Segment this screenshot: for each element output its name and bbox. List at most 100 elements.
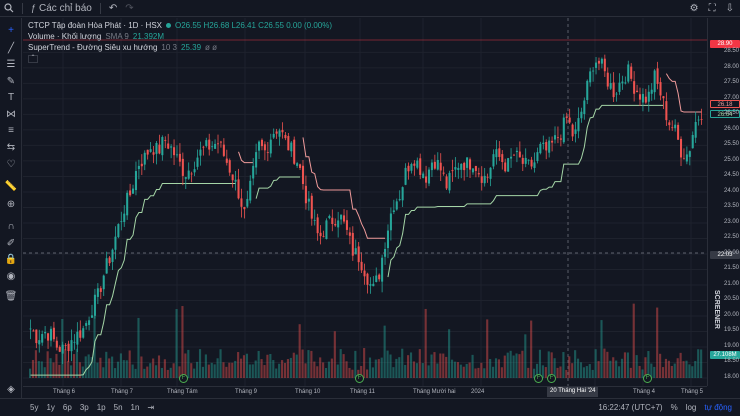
volume-bar [512,355,515,378]
candle-body [422,173,425,178]
time-label: Tháng 9 [235,389,258,395]
volume-bar [222,362,225,378]
time-label: Tháng Mười hai [413,389,456,395]
volume-bar [591,369,594,378]
trash-icon[interactable]: 🗑 [4,290,18,302]
redo-button[interactable]: ↷ [121,0,137,17]
event-marker[interactable]: F [534,374,543,383]
price-label: 28.50 [723,48,739,55]
trend-line-icon[interactable]: ╱ [7,42,15,54]
fib-icon[interactable]: ≡ [8,124,14,136]
candle-body [187,170,190,179]
candle-body [304,185,307,204]
lock-icon[interactable]: 🔒 [4,253,18,265]
candle-body [260,139,263,147]
fullscreen-icon[interactable]: ⛶ [708,3,716,14]
range-3p[interactable]: 3p [79,403,89,412]
event-marker[interactable]: F [179,374,188,383]
horizontal-lines-icon[interactable]: ☰ [6,58,16,70]
volume-bar [242,355,246,378]
candle-body [202,146,205,148]
clock[interactable]: 16:22:47 (UTC+7) [598,403,663,412]
range-1n[interactable]: 1n [130,403,140,412]
volume-bar [125,360,128,378]
range-1y[interactable]: 1y [46,403,55,412]
volume-bar [31,359,35,378]
favorites-heart-icon[interactable]: ♡ [6,158,16,170]
candle-body [55,340,58,348]
supertrend-value: 25.39 [181,43,202,52]
pattern-icon[interactable]: ⋈ [6,108,16,120]
lock-drawing-icon[interactable]: ✐ [6,237,16,249]
supertrend-line [302,137,386,239]
volume-bar [46,351,49,378]
volume-bar [588,364,591,378]
ruler-icon[interactable]: 📏 [4,180,18,192]
brush-icon[interactable]: ✎ [6,75,16,87]
candle-body [466,157,469,168]
volume-bar [579,362,583,378]
volume-bar [492,366,495,378]
event-marker[interactable]: F [547,374,556,383]
supertrend-line [255,176,301,199]
text-icon[interactable]: T [7,91,15,103]
candle-body [140,163,143,167]
volume-bar [582,367,585,378]
volume-bar [688,364,691,378]
candle-body [580,111,583,119]
volume-bar [650,363,653,378]
volume-bar [122,360,125,378]
chart-canvas[interactable] [23,18,707,386]
event-marker[interactable]: F [355,374,364,383]
candle-body [656,68,659,84]
volume-bar [415,363,418,378]
forecast-icon[interactable]: ⇆ [6,141,16,153]
settings-gear-icon[interactable]: ⚙ [689,3,699,14]
candle-body [196,157,199,167]
candle-body [234,179,237,182]
volume-bar [653,366,656,378]
zoom-in-icon[interactable]: ⊕ [6,198,16,210]
crosshair-icon[interactable]: + [8,24,14,36]
volume-bar [459,364,462,378]
range-5y[interactable]: 5y [30,403,39,412]
candle-body [158,144,161,154]
range-1p[interactable]: 1p [96,403,106,412]
indicators-button[interactable]: ƒ Các chỉ báo [27,0,96,17]
symbol-title[interactable]: CTCP Tập đoàn Hòa Phát · 1D · HSX [28,21,162,30]
snapshot-icon[interactable]: ⇩ [725,3,734,14]
candle-body [460,163,463,170]
volume-bar [453,361,457,378]
go-to-date-icon[interactable]: ⇥ [147,403,155,412]
event-marker[interactable]: F [643,374,652,383]
volume-bar [278,363,281,378]
volume-bar [152,358,155,378]
candle-body [152,152,155,155]
log-toggle[interactable]: log [685,403,697,412]
supertrend-name[interactable]: SuperTrend - Đường Siêu xu hướng [28,43,158,52]
collapse-legend-icon[interactable]: ⌃ [28,54,38,63]
candle-body [668,122,671,126]
eye-icon[interactable]: ◉ [6,270,16,282]
volume-bar [562,352,565,378]
range-5n[interactable]: 5n [113,403,123,412]
candle-body [492,154,495,167]
volume-bar [401,348,404,378]
chart-pane[interactable]: FFFFFFF [23,18,707,386]
auto-toggle[interactable]: tự động [704,403,732,412]
candle-body [551,140,554,143]
symbol-search-button[interactable] [0,0,18,17]
volume-name[interactable]: Volume · Khối lượng [28,32,102,41]
undo-button[interactable]: ↶ [105,0,121,17]
volume-bar [412,361,416,378]
layers-icon[interactable]: ◈ [7,383,15,395]
price-label: 26.00 [723,125,739,132]
percent-toggle[interactable]: % [670,403,678,412]
price-axis[interactable]: 28.90 26.18 26.64 22.03 27.108M SCREENER… [707,18,740,386]
magnet-icon[interactable]: ∩ [7,220,15,232]
price-label: 24.50 [723,172,739,179]
range-6p[interactable]: 6p [62,403,72,412]
candle-body [471,168,474,173]
time-axis[interactable]: 20 Tháng Hai '24 Tháng 6 Tháng 7 Tháng Tám… [23,386,707,398]
volume-bar [427,365,430,378]
